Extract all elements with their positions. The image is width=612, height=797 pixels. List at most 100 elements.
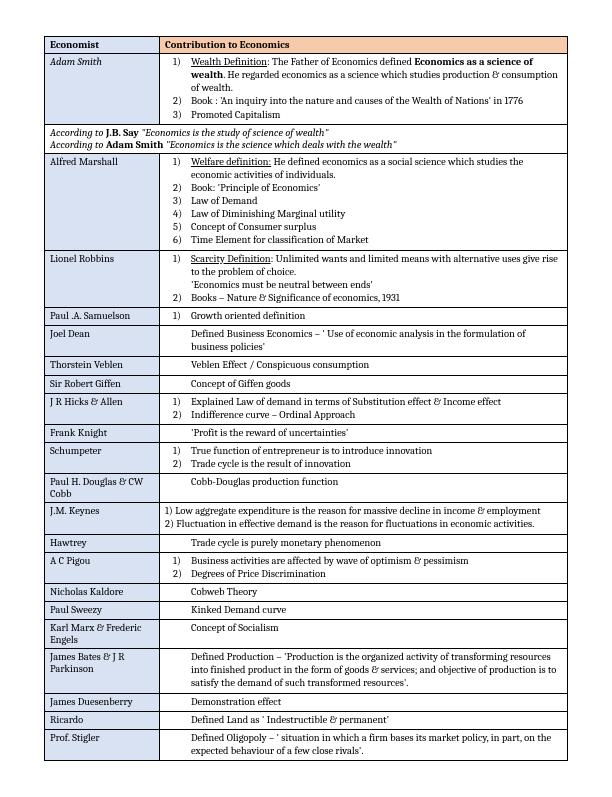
contribution-text: Defined Oligopoly – ' situation in which… (165, 732, 562, 758)
list-item: Book : 'An inquiry into the nature and c… (191, 95, 562, 108)
contribution-cell: Trade cycle is purely monetary phenomeno… (160, 534, 568, 552)
table-row: Paul Sweezy Kinked Demand curve (45, 602, 568, 620)
contribution-text: Defined Business Economics – ' Use of ec… (165, 328, 562, 354)
list-item: Degrees of Price Discrimination (191, 568, 562, 581)
contribution-cell: Defined Business Economics – ' Use of ec… (160, 326, 568, 357)
table-row: James Bates & J R ParkinsonDefined Produ… (45, 649, 568, 693)
table-row: James Duesenberry Demonstration effect (45, 693, 568, 711)
table-row: J R Hicks & Allen Explained Law of demand… (45, 393, 568, 424)
list-item: Explained Law of demand in terms of Subs… (191, 396, 562, 409)
economist-name: Prof. Stigler (45, 729, 160, 760)
economist-name: Paul H. Douglas & CW Cobb (45, 474, 160, 503)
economist-name: Alfred Marshall (45, 153, 160, 250)
economist-name: J.M. Keynes (45, 503, 160, 534)
economist-name: Ricardo (45, 711, 160, 729)
contribution-cell: Demonstration effect (160, 693, 568, 711)
table-row: Karl Marx & Frederic EngelsConcept of So… (45, 620, 568, 649)
economist-name: Sir Robert Giffen (45, 375, 160, 393)
contribution-cell: Kinked Demand curve (160, 602, 568, 620)
list-item: Scarcity Definition: Unlimited wants and… (191, 253, 562, 292)
header-economist: Economist (45, 37, 160, 54)
contribution-cell: Business activities are affected by wave… (160, 552, 568, 583)
economist-table: Economist Contribution to Economics Adam… (44, 36, 568, 761)
contribution-cell: Defined Oligopoly – ' situation in which… (160, 729, 568, 760)
economist-name: A C Pigou (45, 552, 160, 583)
table-row: A C PigouBusiness activities are affecte… (45, 552, 568, 583)
table-row: Thorstein Veblen Veblen Effect / Conspicu… (45, 357, 568, 375)
contribution-list: Explained Law of demand in terms of Subs… (165, 396, 562, 422)
contribution-text: Defined Production – 'Production is the … (165, 651, 562, 690)
spanning-note: According to J.B. Say "Economics is the … (45, 124, 568, 153)
contribution-list: Welfare definition: He defined economics… (165, 156, 562, 248)
contribution-list: True function of entrepreneur is to intr… (165, 445, 562, 471)
contribution-text: 'Profit is the reward of uncertainties' (165, 427, 562, 440)
economist-name: Hawtrey (45, 534, 160, 552)
contribution-text: Defined Land as ' Indestructible & perma… (165, 714, 562, 727)
table-row: Joel DeanDefined Business Economics – ' … (45, 326, 568, 357)
economist-name: Schumpeter (45, 443, 160, 474)
list-item: Book: 'Principle of Economics' (191, 182, 562, 195)
table-row: Frank Knight 'Profit is the reward of unc… (45, 424, 568, 442)
economist-name: Nicholas Kaldore (45, 583, 160, 601)
list-item: True function of entrepreneur is to intr… (191, 445, 562, 458)
table-row: According to J.B. Say "Economics is the … (45, 124, 568, 153)
economist-name: James Duesenberry (45, 693, 160, 711)
economist-name: Adam Smith (45, 54, 160, 125)
table-row: Ricardo Defined Land as ' Indestructible … (45, 711, 568, 729)
contribution-text: Cobweb Theory (165, 586, 562, 599)
table-row: Sir Robert Giffen Concept of Giffen goods (45, 375, 568, 393)
contribution-cell: 'Profit is the reward of uncertainties' (160, 424, 568, 442)
list-item: Trade cycle is the result of innovation (191, 458, 562, 471)
table-row: Paul .A. Samuelson Growth oriented defini… (45, 308, 568, 326)
contribution-list: Business activities are affected by wave… (165, 555, 562, 581)
economist-name: Frank Knight (45, 424, 160, 442)
economist-name: Thorstein Veblen (45, 357, 160, 375)
contribution-text: Trade cycle is purely monetary phenomeno… (165, 537, 562, 550)
table-row: Nicholas Kaldore Cobweb Theory (45, 583, 568, 601)
table-row: Schumpeter True function of entrepreneur … (45, 443, 568, 474)
list-item: Law of Diminishing Marginal utility (191, 208, 562, 221)
contribution-cell: Welfare definition: He defined economics… (160, 153, 568, 250)
list-item: Time Element for classification of Marke… (191, 234, 562, 247)
table-row: Hawtrey Trade cycle is purely monetary ph… (45, 534, 568, 552)
contribution-cell: Growth oriented definition (160, 308, 568, 326)
contribution-list: Growth oriented definition (165, 310, 562, 323)
contribution-cell: Defined Production – 'Production is the … (160, 649, 568, 693)
list-item: Law of Demand (191, 195, 562, 208)
header-contribution: Contribution to Economics (160, 37, 568, 54)
contribution-list: Wealth Definition: The Father of Economi… (165, 56, 562, 122)
contribution-text: 1) Low aggregate expenditure is the reas… (165, 505, 562, 531)
contribution-cell: 1) Low aggregate expenditure is the reas… (160, 503, 568, 534)
economist-name: Lionel Robbins (45, 250, 160, 308)
contribution-text: Veblen Effect / Conspicuous consumption (165, 359, 562, 372)
table-row: Prof. StiglerDefined Oligopoly – ' situa… (45, 729, 568, 760)
contribution-text: Demonstration effect (165, 696, 562, 709)
table-row: J.M. Keynes1) Low aggregate expenditure … (45, 503, 568, 534)
economist-name: Joel Dean (45, 326, 160, 357)
economist-name: Karl Marx & Frederic Engels (45, 620, 160, 649)
contribution-cell: Explained Law of demand in terms of Subs… (160, 393, 568, 424)
contribution-cell: Concept of Socialism (160, 620, 568, 649)
table-row: Adam Smith Wealth Definition: The Father … (45, 54, 568, 125)
economist-name: J R Hicks & Allen (45, 393, 160, 424)
contribution-cell: Cobb-Douglas production function (160, 474, 568, 503)
table-body: Adam Smith Wealth Definition: The Father … (45, 54, 568, 761)
economist-name: Paul .A. Samuelson (45, 308, 160, 326)
table-row: Lionel Robbins Scarcity Definition: Unlim… (45, 250, 568, 308)
economist-name: Paul Sweezy (45, 602, 160, 620)
economist-name: James Bates & J R Parkinson (45, 649, 160, 693)
contribution-cell: Wealth Definition: The Father of Economi… (160, 54, 568, 125)
list-item: Promoted Capitalism (191, 109, 562, 122)
contribution-text: Concept of Giffen goods (165, 378, 562, 391)
list-item: Growth oriented definition (191, 310, 562, 323)
contribution-text: Kinked Demand curve (165, 604, 562, 617)
contribution-text: Cobb-Douglas production function (165, 476, 562, 489)
contribution-cell: Concept of Giffen goods (160, 375, 568, 393)
contribution-cell: Scarcity Definition: Unlimited wants and… (160, 250, 568, 308)
list-item: Indifference curve – Ordinal Approach (191, 409, 562, 422)
list-item: Wealth Definition: The Father of Economi… (191, 56, 562, 95)
table-row: Paul H. Douglas & CW Cobb Cobb-Douglas pr… (45, 474, 568, 503)
contribution-cell: True function of entrepreneur is to intr… (160, 443, 568, 474)
list-item: Concept of Consumer surplus (191, 221, 562, 234)
contribution-list: Scarcity Definition: Unlimited wants and… (165, 253, 562, 306)
